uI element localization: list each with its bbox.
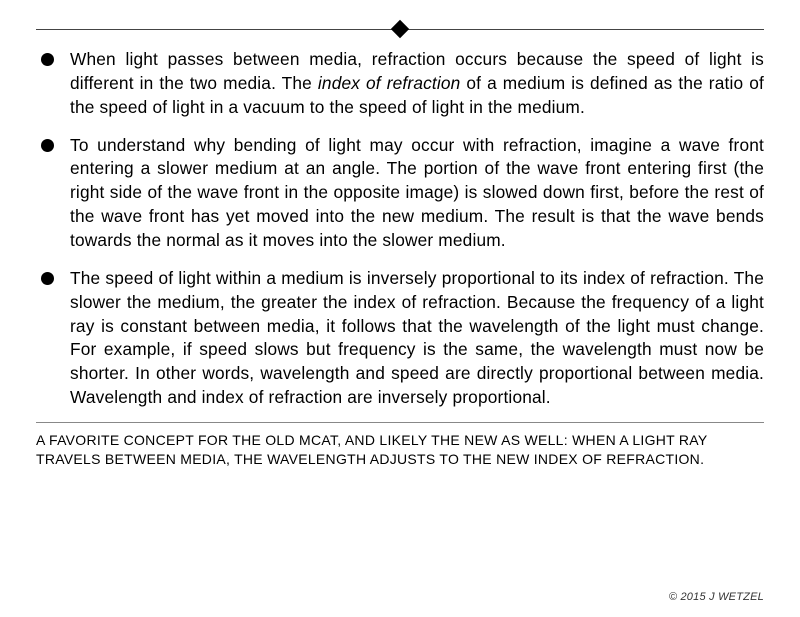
bullet-text-italic: index of refraction <box>318 73 461 93</box>
bullet-text-pre: To understand why bending of light may o… <box>70 135 764 250</box>
bullet-list: When light passes between media, refract… <box>36 48 764 410</box>
bullet-item: To understand why bending of light may o… <box>36 134 764 253</box>
top-rule-with-diamond <box>36 22 764 36</box>
bottom-horizontal-rule <box>36 422 764 423</box>
bullet-item: The speed of light within a medium is in… <box>36 267 764 410</box>
copyright-text: © 2015 J WETZEL <box>669 591 764 603</box>
bullet-item: When light passes between media, refract… <box>36 48 764 120</box>
diamond-icon <box>391 20 409 38</box>
footer-note: A favorite concept for the old MCAT, and… <box>36 431 764 469</box>
bullet-text-pre: The speed of light within a medium is in… <box>70 268 764 407</box>
